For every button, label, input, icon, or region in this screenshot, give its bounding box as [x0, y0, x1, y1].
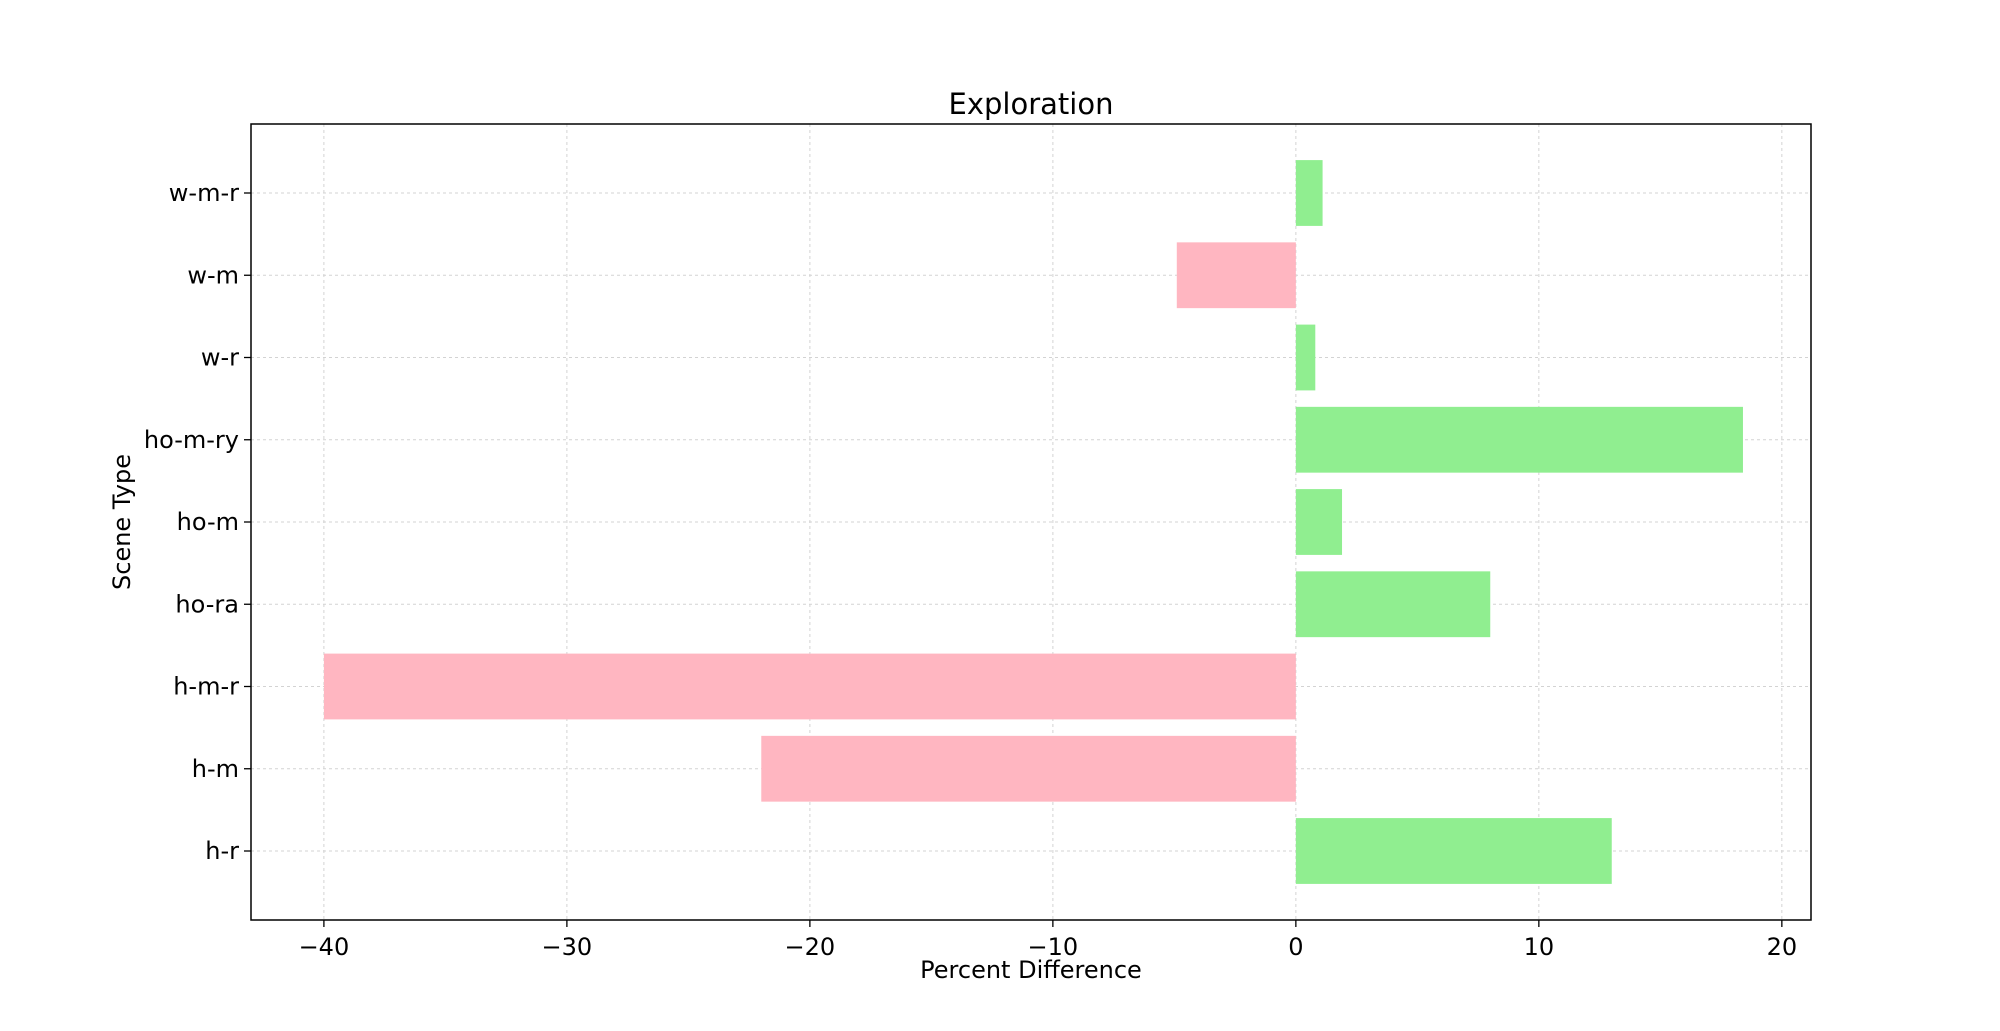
bar-w-r: [1295, 324, 1316, 391]
x-tick-label: −10: [1028, 933, 1079, 961]
y-tick-label: h-r: [205, 837, 239, 865]
chart-title: Exploration: [949, 87, 1114, 121]
bar-ho-ra: [1295, 571, 1491, 638]
y-tick-label: h-m-r: [173, 673, 239, 701]
bar-ho-m: [1295, 489, 1343, 555]
y-tick-label: ho-m: [177, 508, 239, 536]
y-axis-ticks: h-r h-m h-m-r ho-ra ho-m ho-m-ry w-r w-m w-m-r: [144, 179, 251, 865]
x-axis-label: Percent Difference: [920, 956, 1142, 984]
x-tick-label: −30: [542, 933, 593, 961]
bar-ho-m-ry: [1295, 406, 1743, 473]
y-tick-label: h-m: [192, 755, 239, 783]
bar-w-m: [1176, 242, 1296, 309]
bar-h-r: [1295, 818, 1612, 884]
y-tick-label: ho-ra: [175, 590, 239, 618]
x-axis-ticks: −40 −30 −20 −10 0 10 20: [299, 920, 1798, 961]
y-axis-label: Scene Type: [108, 454, 136, 590]
y-tick-label: w-m: [187, 261, 239, 289]
bar-layer: [323, 160, 1743, 884]
bar-h-m: [761, 735, 1296, 802]
x-tick-label: 0: [1288, 933, 1303, 961]
y-tick-label: ho-m-ry: [144, 426, 239, 454]
x-tick-label: −40: [299, 933, 350, 961]
bar-h-m-r: [323, 653, 1296, 720]
x-tick-label: −20: [785, 933, 836, 961]
x-tick-label: 20: [1767, 933, 1798, 961]
y-tick-label: w-r: [201, 344, 239, 372]
bar-w-m-r: [1295, 160, 1323, 226]
y-tick-label: w-m-r: [169, 179, 239, 207]
x-tick-label: 10: [1524, 933, 1555, 961]
